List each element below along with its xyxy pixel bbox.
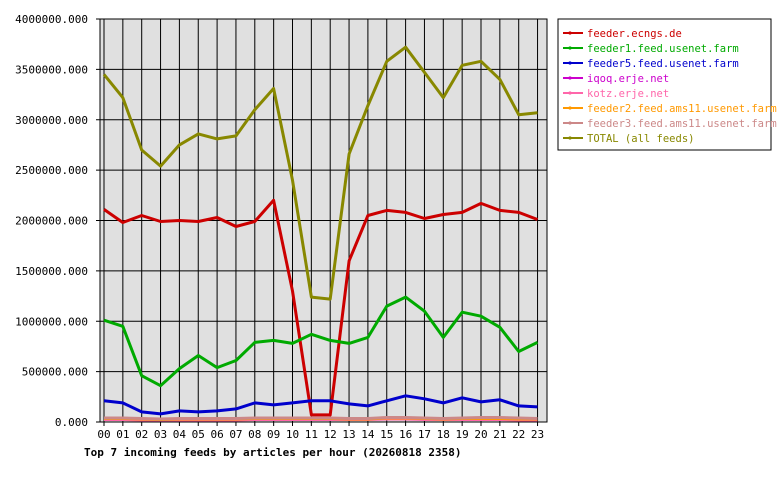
series-line-1 [103,295,539,388]
x-tick-label: 01 [116,428,129,441]
series-lines [102,45,539,422]
y-tick-label: 4000000.000 [15,13,88,26]
x-tick-label: 03 [154,428,167,441]
x-tick-label: 21 [493,428,506,441]
x-tick-label: 02 [135,428,148,441]
legend-entry-label: iqoq.erje.net [587,73,669,85]
x-tick-label: 11 [305,428,318,441]
plot-border [99,18,548,423]
x-tick-label: 13 [342,428,355,441]
legend-swatch-dot [568,76,572,80]
y-tick-label: 0.000 [55,416,88,429]
x-tick-label: 15 [380,428,393,441]
y-tick-label: 2500000.000 [15,164,88,177]
legend-swatch-dot [568,46,572,50]
x-tick-label: 14 [361,428,375,441]
chart-title: Top 7 incoming feeds by articles per hou… [84,446,462,459]
legend-swatch-dot [568,106,572,110]
legend-entry-label: feeder1.feed.usenet.farm [587,43,739,55]
series-line-0 [103,198,539,417]
y-tick-label: 3500000.000 [15,63,88,76]
y-tick-label: 1500000.000 [15,265,88,278]
legend-swatch-dot [568,136,572,140]
x-tick-label: 00 [97,428,110,441]
legend-box [557,18,772,151]
x-tick-label: 17 [418,428,431,441]
legend-swatch-dot [568,91,572,95]
legend-entry-label: feeder2.feed.ams11.usenet.farm [587,103,777,115]
x-tick-label: 07 [229,428,242,441]
legend-entry-label: feeder5.feed.usenet.farm [587,58,739,70]
x-tick-label: 22 [512,428,525,441]
legend-entry-label: TOTAL (all feeds) [587,133,694,145]
y-tick-label: 500000.000 [22,366,88,379]
y-tick-label: 3000000.000 [15,114,88,127]
legend-entry-label: kotz.erje.net [587,88,669,100]
x-tick-label: 23 [531,428,544,441]
legend-swatch-dot [568,121,572,125]
x-tick-label: 18 [437,428,450,441]
y-axis-tick-labels: 0.000 500000.000 1000000.000 1500000.000 200… [15,13,88,429]
x-tick-label: 20 [474,428,487,441]
legend-entry-label: feeder.ecngs.de [587,28,682,40]
series-line-7 [102,45,538,301]
x-tick-label: 16 [399,428,412,441]
x-tick-label: 08 [248,428,261,441]
legend-swatch-dot [568,31,572,35]
x-axis-tick-labels: 00 01 02 03 04 05 06 07 08 09 10 11 12 13 14 15 16 17 18 19… [97,428,544,441]
x-tick-label: 06 [210,428,223,441]
series-line-2 [103,394,538,416]
series-line-6 [104,416,538,421]
legend-entry-label: feeder3.feed.ams11.usenet.farm [587,118,777,130]
x-tick-label: 10 [286,428,299,441]
x-tick-label: 05 [192,428,205,441]
x-tick-label: 09 [267,428,280,441]
legend-swatch-dot [568,61,572,65]
x-tick-label: 04 [173,428,187,441]
x-tick-label: 12 [324,428,337,441]
y-tick-label: 2000000.000 [15,215,88,228]
legend: feeder.ecngs.de feeder1.feed.usenet.farm f… [557,18,777,151]
x-tick-label: 19 [456,428,469,441]
y-tick-label: 1000000.000 [15,315,88,328]
